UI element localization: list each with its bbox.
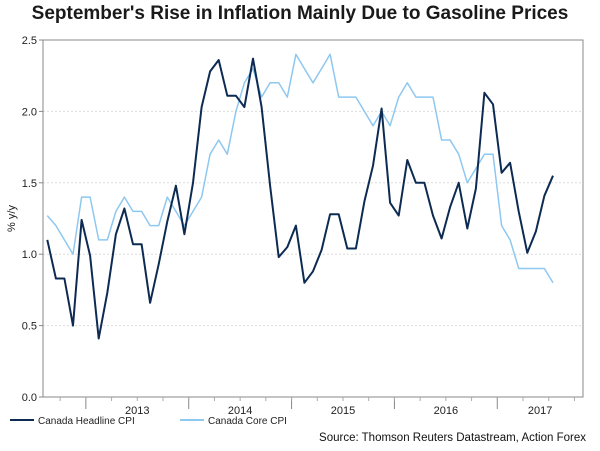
x-axis-ticks: 2013 2014 2015 2016 2017: [59, 397, 575, 417]
source-note: Source: Thomson Reuters Datastream, Acti…: [319, 432, 586, 444]
gridlines: [43, 39, 583, 398]
series-line-headline: [46, 57, 554, 340]
y-axis-ticks: 0.0 0.5 1.0 1.5 2.0 2.5: [22, 35, 43, 404]
chart-title: September's Rise in Inflation Mainly Due…: [31, 3, 569, 24]
legend-label-core: Canada Core CPI: [208, 416, 287, 427]
x-tick-label: 2014: [228, 405, 252, 417]
x-tick-label: 2017: [528, 405, 552, 417]
y-tick-label: 1.5: [22, 178, 37, 190]
x-tick-label: 2015: [331, 405, 355, 417]
x-tick-label: 2013: [125, 405, 149, 417]
y-tick-label: 1.0: [22, 249, 37, 261]
legend: Canada Headline CPI Canada Core CPI: [10, 416, 287, 427]
series-line-core: [46, 53, 554, 284]
legend-label-headline: Canada Headline CPI: [38, 416, 135, 427]
x-tick-label: 2016: [434, 405, 458, 417]
y-tick-label: 0.5: [22, 321, 37, 333]
y-tick-label: 0.0: [22, 392, 37, 404]
plot-frame: [42, 39, 584, 398]
series-lines: [46, 53, 554, 340]
y-tick-label: 2.5: [22, 35, 37, 47]
y-axis-label: % y/y: [6, 205, 18, 232]
y-tick-label: 2.0: [22, 106, 37, 118]
